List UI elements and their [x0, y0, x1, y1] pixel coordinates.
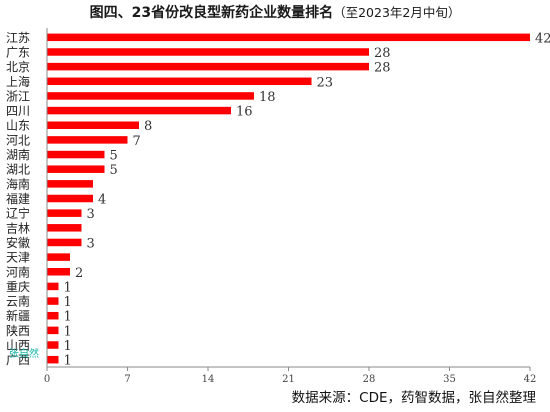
data-label: 7 — [133, 134, 141, 149]
category-label: 吉林 — [6, 221, 30, 235]
category-label: 湖南 — [6, 147, 30, 162]
category-label: 福建 — [6, 191, 30, 206]
category-label: 新疆 — [6, 308, 30, 323]
bar-湖北 — [47, 165, 105, 173]
bar-北京 — [47, 62, 369, 71]
category-label: 浙江 — [6, 89, 30, 103]
category-label: 山西 — [6, 339, 30, 353]
data-label: 1 — [64, 280, 72, 295]
category-label: 湖北 — [6, 162, 30, 177]
bar-福建 — [47, 194, 93, 203]
category-label: 天津 — [6, 251, 30, 265]
category-label: 四川 — [6, 104, 30, 118]
category-label: 江苏 — [6, 31, 30, 45]
bar-江苏 — [47, 33, 530, 42]
bar-重庆 — [47, 282, 59, 291]
category-label: 重庆 — [6, 280, 30, 294]
data-label: 3 — [87, 207, 95, 222]
data-label: 1 — [64, 339, 72, 354]
bar-河南 — [47, 268, 70, 276]
x-tick-label: 21 — [282, 374, 295, 385]
bar-安徽 — [47, 238, 82, 247]
category-label: 河南 — [6, 264, 30, 279]
category-label: 海南 — [6, 176, 30, 191]
bar-广东 — [47, 48, 369, 56]
category-label: 陕西 — [6, 323, 30, 338]
data-label: 5 — [110, 163, 118, 178]
chart-subtitle: （至2023年2月中旬） — [333, 5, 461, 20]
data-label: 1 — [64, 354, 72, 369]
category-label: 广东 — [6, 45, 30, 59]
data-label: 23 — [317, 75, 334, 90]
category-label: 安徽 — [6, 235, 30, 250]
bar-山西 — [47, 341, 59, 349]
bar-广西 — [47, 355, 59, 364]
data-label: 1 — [64, 324, 72, 339]
data-label: 28 — [374, 61, 391, 76]
bar-云南 — [47, 297, 59, 305]
data-label: 4 — [98, 193, 106, 208]
bar-上海 — [47, 77, 312, 86]
category-label: 上海 — [6, 74, 30, 89]
data-label: 2 — [75, 266, 83, 281]
category-label: 广西 — [6, 353, 30, 367]
data-label: 1 — [64, 310, 72, 325]
bar-山东 — [47, 121, 139, 129]
data-label: 28 — [374, 46, 391, 61]
bar-辽宁 — [47, 209, 82, 217]
data-label: 42 — [535, 31, 550, 46]
chart-title: 图四、23省份改良型新药企业数量排名（至2023年2月中旬） — [0, 2, 550, 22]
category-label: 山东 — [6, 119, 30, 133]
data-label: 8 — [144, 119, 152, 134]
x-tick-label: 42 — [524, 374, 537, 385]
bars-layer — [47, 33, 530, 364]
x-tick-label: 35 — [443, 374, 456, 385]
x-tick-label: 14 — [202, 374, 215, 385]
bar-海南 — [47, 180, 93, 188]
data-source-note: 数据来源：CDE，药智数据，张自然整理 — [291, 390, 536, 406]
watermark: 张自然 — [9, 347, 39, 360]
x-tick-label: 28 — [363, 374, 376, 385]
bar-吉林 — [47, 224, 82, 232]
bar-陕西 — [47, 326, 59, 335]
x-tick-label: 7 — [124, 374, 130, 385]
chart-title-main: 图四、23省份改良型新药企业数量排名 — [89, 5, 334, 21]
data-label: 5 — [110, 149, 118, 164]
category-label: 北京 — [6, 60, 30, 74]
bar-湖南 — [47, 150, 105, 159]
bar-四川 — [47, 106, 231, 115]
bar-浙江 — [47, 92, 254, 100]
bar-河北 — [47, 136, 128, 144]
category-label: 辽宁 — [6, 206, 30, 221]
data-label: 1 — [64, 295, 72, 310]
bar-天津 — [47, 253, 70, 261]
bar-新疆 — [47, 311, 59, 320]
data-label: 3 — [87, 236, 95, 251]
data-label: 16 — [236, 105, 253, 120]
axis-layer: 0 7 14 21 28 35 42 — [44, 28, 537, 385]
x-tick-label: 0 — [44, 374, 50, 385]
data-label: 18 — [259, 90, 276, 105]
category-label: 云南 — [6, 294, 30, 309]
category-label: 河北 — [6, 133, 30, 147]
